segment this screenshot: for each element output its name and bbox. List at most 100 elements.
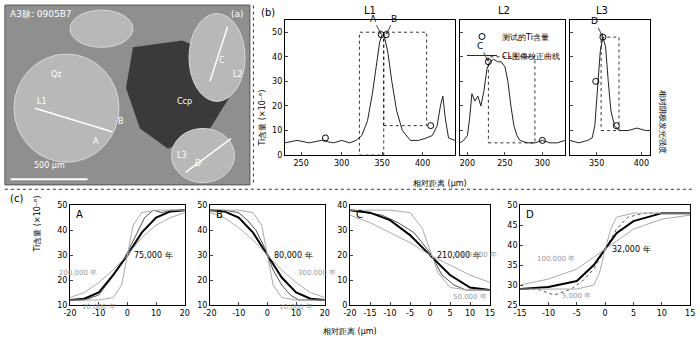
svg-text:20: 20 (337, 251, 347, 260)
svg-text:40: 40 (57, 226, 67, 235)
svg-text:200,000 年: 200,000 年 (59, 269, 97, 277)
svg-text:0: 0 (342, 301, 347, 310)
svg-text:相对阴极发光强度: 相对阴极发光强度 (658, 90, 667, 154)
svg-text:15: 15 (485, 309, 495, 318)
svg-text:-20: -20 (343, 309, 356, 318)
svg-text:Qz: Qz (51, 70, 62, 79)
svg-text:35: 35 (507, 261, 517, 270)
svg-text:测试的Ti含量: 测试的Ti含量 (502, 33, 549, 42)
svg-text:CL图像校正曲线: CL图像校正曲线 (502, 52, 560, 61)
svg-text:-10: -10 (232, 309, 245, 318)
svg-text:10: 10 (657, 309, 667, 318)
svg-text:30: 30 (337, 226, 347, 235)
svg-text:0: 0 (427, 309, 432, 318)
svg-text:45: 45 (507, 221, 517, 230)
svg-text:350: 350 (589, 159, 604, 168)
svg-text:相对距离 (μm): 相对距离 (μm) (413, 179, 467, 188)
svg-text:0: 0 (265, 309, 270, 318)
svg-text:A3脉: 0905B7: A3脉: 0905B7 (10, 9, 72, 19)
svg-text:相对距离 (μm): 相对距离 (μm) (323, 327, 377, 336)
svg-text:10: 10 (57, 301, 67, 310)
svg-text:-10: -10 (383, 309, 396, 318)
svg-text:-10: -10 (92, 309, 105, 318)
svg-text:50: 50 (57, 201, 67, 210)
svg-text:1,000,000 年: 1,000,000 年 (452, 251, 497, 259)
svg-text:10,000 年: 10,000 年 (82, 303, 116, 311)
svg-text:(a): (a) (231, 9, 244, 19)
svg-text:10: 10 (291, 309, 301, 318)
svg-text:50,000 年: 50,000 年 (453, 293, 487, 301)
svg-text:250: 250 (293, 159, 308, 168)
svg-text:0: 0 (125, 309, 130, 318)
svg-text:20: 20 (180, 309, 190, 318)
svg-text:-15: -15 (363, 309, 376, 318)
svg-text:50: 50 (197, 201, 207, 210)
svg-text:C: C (356, 209, 363, 220)
svg-text:L1: L1 (364, 5, 376, 16)
svg-text:40: 40 (337, 201, 347, 210)
svg-text:32,000 年: 32,000 年 (612, 245, 651, 254)
svg-text:L2: L2 (498, 5, 510, 16)
svg-text:5,000 年: 5,000 年 (562, 292, 591, 300)
svg-text:(c): (c) (10, 193, 23, 204)
svg-text:-15: -15 (514, 309, 527, 318)
svg-text:15: 15 (685, 309, 695, 318)
svg-text:C: C (477, 41, 483, 51)
svg-text:350: 350 (374, 159, 389, 168)
svg-text:L1: L1 (37, 97, 47, 106)
svg-text:-20: -20 (63, 309, 76, 318)
svg-text:0: 0 (277, 151, 282, 160)
svg-text:B: B (216, 209, 223, 220)
svg-text:20: 20 (320, 309, 330, 318)
svg-text:10: 10 (465, 309, 475, 318)
svg-text:210,000 年: 210,000 年 (437, 251, 481, 260)
svg-text:-20: -20 (203, 309, 216, 318)
svg-text:L2: L2 (233, 70, 243, 79)
svg-text:B: B (118, 117, 124, 126)
svg-text:100,000 年: 100,000 年 (537, 255, 575, 263)
svg-text:500 μm: 500 μm (34, 161, 65, 170)
svg-text:-10: -10 (542, 309, 555, 318)
svg-text:0: 0 (603, 309, 608, 318)
svg-text:20: 20 (197, 276, 207, 285)
svg-text:5: 5 (447, 309, 452, 318)
svg-text:D: D (195, 159, 201, 168)
svg-text:10: 10 (337, 276, 347, 285)
svg-text:40: 40 (507, 241, 517, 250)
svg-text:20: 20 (272, 102, 282, 111)
svg-text:50: 50 (507, 201, 517, 210)
svg-text:D: D (591, 16, 598, 26)
svg-text:40: 40 (197, 226, 207, 235)
svg-text:-5: -5 (406, 309, 414, 318)
svg-text:10: 10 (272, 126, 282, 135)
svg-text:-5: -5 (573, 309, 581, 318)
svg-text:D: D (526, 209, 534, 220)
svg-text:A: A (76, 209, 83, 220)
svg-text:30: 30 (57, 251, 67, 260)
svg-text:50: 50 (272, 28, 282, 37)
svg-text:L3: L3 (177, 151, 187, 160)
svg-text:(b): (b) (261, 7, 275, 18)
svg-text:300,000 年: 300,000 年 (298, 269, 336, 277)
svg-text:30: 30 (197, 251, 207, 260)
svg-text:5: 5 (631, 309, 636, 318)
svg-text:250: 250 (497, 159, 512, 168)
svg-text:30: 30 (507, 281, 517, 290)
svg-text:400: 400 (634, 159, 649, 168)
svg-text:40: 40 (272, 53, 282, 62)
svg-text:Ti含量 (×10⁻⁶): Ti含量 (×10⁻⁶) (258, 90, 267, 147)
svg-text:80,000 年: 80,000 年 (274, 251, 313, 260)
svg-text:A: A (93, 137, 99, 146)
svg-text:A: A (370, 14, 377, 24)
svg-text:75,000 年: 75,000 年 (134, 251, 173, 260)
svg-text:400: 400 (415, 159, 430, 168)
svg-text:200: 200 (460, 159, 475, 168)
svg-text:C: C (219, 56, 225, 65)
svg-text:30: 30 (272, 77, 282, 86)
svg-text:300: 300 (334, 159, 349, 168)
svg-text:25: 25 (507, 301, 517, 310)
svg-text:10: 10 (151, 309, 161, 318)
svg-text:B: B (391, 14, 397, 24)
svg-text:300: 300 (535, 159, 550, 168)
svg-text:Ccp: Ccp (177, 97, 192, 106)
